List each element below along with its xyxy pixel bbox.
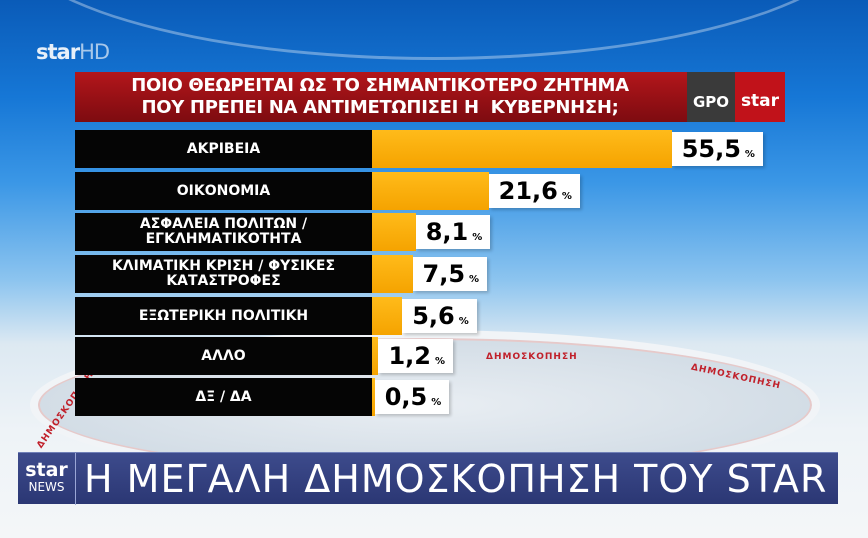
bar bbox=[372, 172, 489, 210]
value-label: 21,6% bbox=[488, 174, 580, 208]
bar bbox=[372, 337, 379, 375]
value-label: 1,2% bbox=[378, 339, 454, 373]
background-arc bbox=[0, 0, 868, 60]
news-ticker: star NEWS Η ΜΕΓΑΛΗ ΔΗΜΟΣΚΟΠΗΣΗ ΤΟΥ STAR bbox=[18, 452, 838, 505]
question-text: ΠΟΙΟ ΘΕΩΡΕΙΤΑΙ ΩΣ ΤΟ ΣΗΜΑΝΤΙΚΟΤΕΡΟ ΖΗΤΗΜ… bbox=[131, 75, 629, 118]
category-label: ΑΛΛΟ bbox=[75, 337, 372, 375]
value-label: 7,5% bbox=[412, 257, 488, 291]
question-header: ΠΟΙΟ ΘΕΩΡΕΙΤΑΙ ΩΣ ΤΟ ΣΗΜΑΝΤΙΚΟΤΕΡΟ ΖΗΤΗΜ… bbox=[75, 72, 785, 122]
value-label: 55,5% bbox=[671, 132, 763, 166]
bar bbox=[372, 378, 375, 416]
channel-logo: starHD bbox=[36, 40, 110, 64]
category-label: ΟΙΚΟΝΟΜΙΑ bbox=[75, 172, 372, 210]
category-label: ΚΛΙΜΑΤΙΚΗ ΚΡΙΣΗ / ΦΥΣΙΚΕΣ ΚΑΤΑΣΤΡΟΦΕΣ bbox=[75, 255, 372, 293]
bar bbox=[372, 297, 403, 335]
category-label: ΕΞΩΤΕΡΙΚΗ ΠΟΛΙΤΙΚΗ bbox=[75, 297, 372, 335]
star-news-logo: star NEWS bbox=[18, 453, 76, 505]
gpo-logo: GPO bbox=[687, 72, 735, 122]
bar bbox=[372, 255, 413, 293]
value-label: 5,6% bbox=[402, 299, 477, 333]
category-label: ΑΚΡΙΒΕΙΑ bbox=[75, 130, 372, 168]
bar bbox=[372, 213, 416, 251]
stage-text: ΔΗΜΟΣΚΟΠΗΣΗ bbox=[486, 352, 578, 362]
category-label: ΑΣΦΑΛΕΙΑ ΠΟΛΙΤΩΝ / ΕΓΚΛΗΜΑΤΙΚΟΤΗΤΑ bbox=[75, 213, 372, 251]
bar bbox=[372, 130, 672, 168]
category-label: ΔΞ / ΔΑ bbox=[75, 378, 372, 416]
star-logo: star bbox=[735, 72, 785, 122]
value-label: 0,5% bbox=[374, 380, 450, 414]
ticker-headline: Η ΜΕΓΑΛΗ ΔΗΜΟΣΚΟΠΗΣΗ ΤΟΥ STAR bbox=[84, 457, 828, 501]
value-label: 8,1% bbox=[415, 215, 491, 249]
